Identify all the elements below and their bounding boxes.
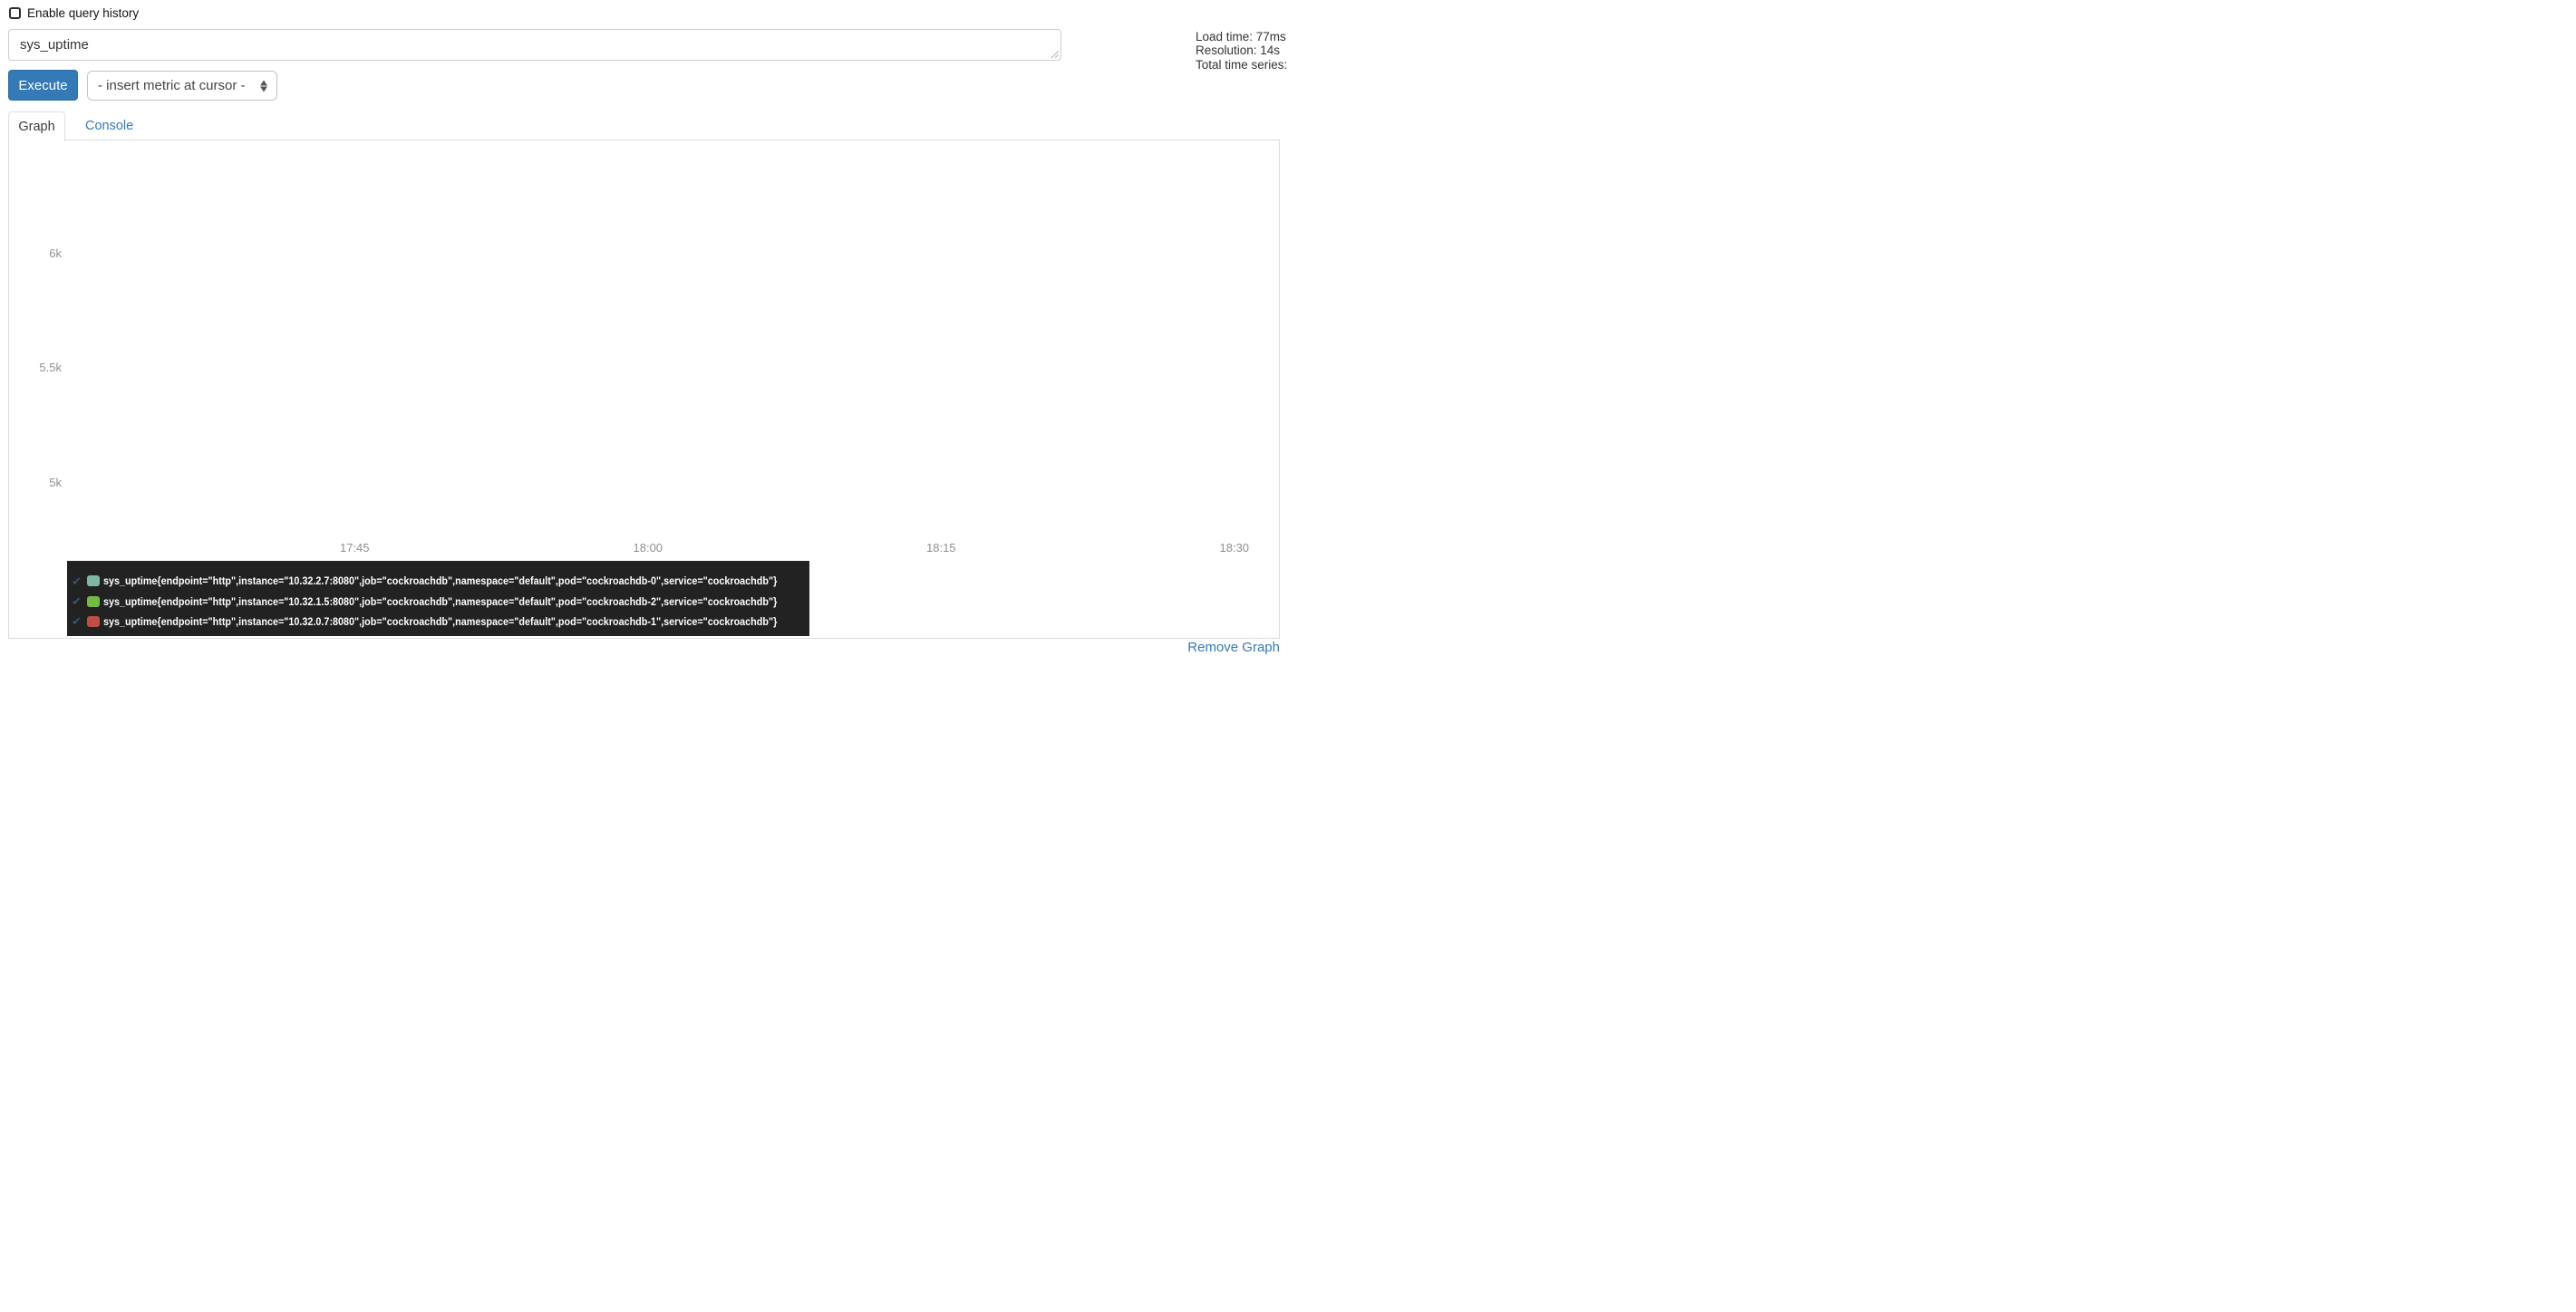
graph-panel: [8, 140, 1280, 639]
query-history-label: Enable query history: [27, 5, 140, 20]
series-label: sys_uptime{endpoint="http",instance="10.…: [102, 574, 778, 588]
series-enabled-check-icon: ✔: [72, 574, 82, 588]
query-input-wrap: sys_uptime: [8, 29, 1061, 61]
insert-metric-select[interactable]: - insert metric at cursor -: [87, 71, 277, 101]
x-tick-label: 18:30: [1219, 540, 1250, 555]
y-tick-label: 5.5k: [39, 361, 62, 374]
series-color-swatch: [86, 615, 100, 627]
series-color-swatch: [86, 595, 100, 607]
legend-row[interactable]: ✔ sys_uptime{endpoint="http",instance="10…: [70, 591, 809, 611]
series-enabled-check-icon: ✔: [72, 594, 82, 609]
x-tick-label: 17:45: [339, 540, 370, 555]
query-history-row[interactable]: Enable query history: [9, 5, 139, 21]
query-expression-input[interactable]: sys_uptime: [8, 29, 1061, 61]
y-tick-label: 6k: [49, 246, 62, 260]
series-color-swatch: [86, 575, 100, 587]
legend-row[interactable]: ✔ sys_uptime{endpoint="http",instance="10…: [70, 571, 809, 591]
query-history-checkbox[interactable]: [9, 6, 21, 19]
textarea-resize-grip-icon[interactable]: [1050, 49, 1060, 59]
insert-metric-select-value: - insert metric at cursor -: [98, 78, 246, 93]
series-enabled-check-icon: ✔: [72, 614, 82, 629]
tab-graph[interactable]: Graph: [8, 111, 65, 141]
prometheus-expression-browser: Enable query history sys_uptime Load tim…: [0, 0, 1288, 656]
legend-row[interactable]: ✔ sys_uptime{endpoint="http",instance="10…: [70, 612, 809, 632]
load-time: Load time: 77ms: [1196, 30, 1286, 43]
y-tick-label: 5k: [49, 475, 62, 489]
select-arrows-icon: [260, 80, 267, 92]
remove-graph-link[interactable]: Remove Graph: [1187, 640, 1280, 655]
tab-console[interactable]: Console: [85, 118, 134, 133]
execute-button[interactable]: Execute: [8, 70, 78, 101]
x-tick-label: 18:15: [926, 540, 956, 555]
total-time-series: Total time series: 3: [1196, 57, 1288, 72]
x-tick-label: 18:00: [633, 540, 663, 555]
resolution: Resolution: 14s: [1196, 43, 1281, 58]
series-label: sys_uptime{endpoint="http",instance="10.…: [102, 594, 778, 608]
query-stats: Load time: 77ms Resolution: 14s Total ti…: [1196, 30, 1288, 72]
chart-legend: ✔ sys_uptime{endpoint="http",instance="10…: [67, 561, 809, 636]
series-label: sys_uptime{endpoint="http",instance="10.…: [102, 614, 778, 628]
